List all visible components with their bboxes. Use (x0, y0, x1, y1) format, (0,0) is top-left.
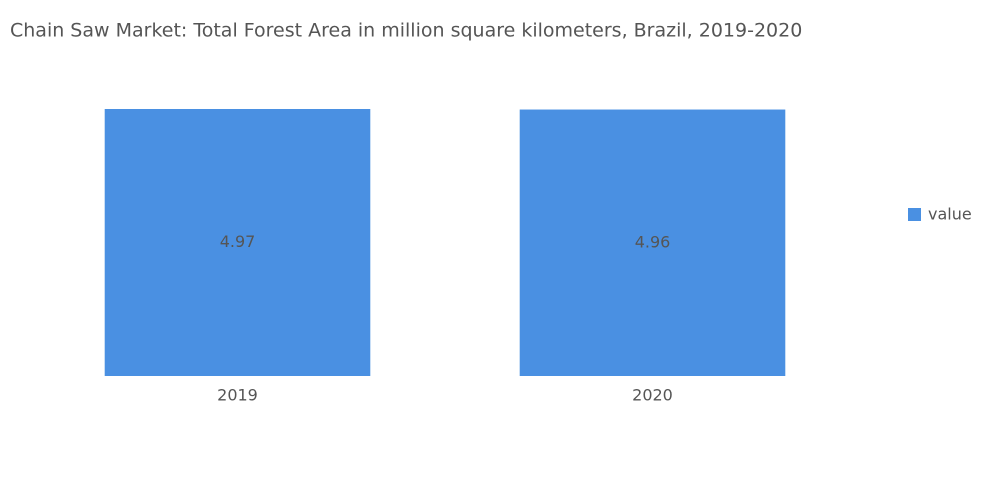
x-tick-label: 2019 (217, 386, 258, 405)
data-label: 4.96 (635, 232, 671, 251)
bar (104, 109, 371, 376)
x-tick-label: 2020 (632, 386, 673, 405)
legend-label: value (928, 205, 972, 224)
legend-swatch (908, 208, 921, 221)
data-label: 4.97 (220, 232, 256, 251)
chart-title: Chain Saw Market: Total Forest Area in m… (10, 20, 802, 42)
bar (519, 109, 786, 376)
